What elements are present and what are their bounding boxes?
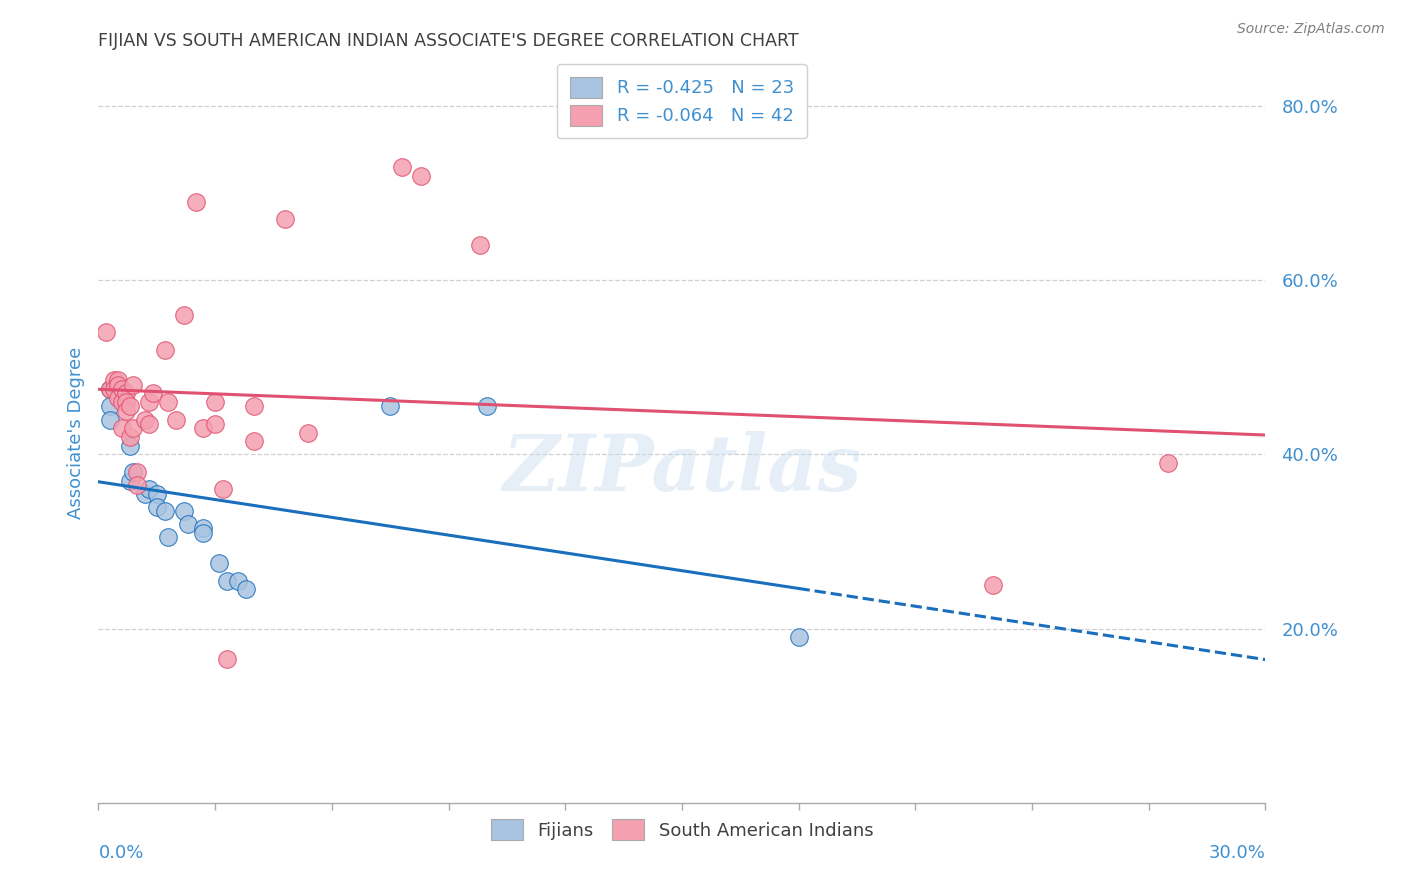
Point <box>107 377 129 392</box>
Point <box>111 395 134 409</box>
Text: 0.0%: 0.0% <box>98 844 143 862</box>
Point <box>173 504 195 518</box>
Point <box>477 400 499 414</box>
Point <box>193 525 215 540</box>
Point <box>114 395 136 409</box>
Point <box>153 343 176 357</box>
Point <box>411 169 433 183</box>
Point <box>107 391 129 405</box>
Point <box>138 417 160 431</box>
Point <box>204 417 226 431</box>
Point <box>193 521 215 535</box>
Point <box>468 238 491 252</box>
Point <box>127 465 149 479</box>
Point <box>96 326 118 340</box>
Point <box>212 482 235 496</box>
Point <box>114 404 136 418</box>
Point <box>153 504 176 518</box>
Point <box>118 400 141 414</box>
Point <box>157 530 180 544</box>
Point <box>98 412 121 426</box>
Point <box>243 400 266 414</box>
Point <box>184 194 207 209</box>
Point <box>165 412 187 426</box>
Y-axis label: Associate's Degree: Associate's Degree <box>66 346 84 519</box>
Point <box>243 434 266 449</box>
Point <box>380 400 402 414</box>
Point <box>114 386 136 401</box>
Point <box>1157 456 1180 470</box>
Point <box>134 412 156 426</box>
Point <box>208 556 231 570</box>
Point <box>274 212 297 227</box>
Text: FIJIAN VS SOUTH AMERICAN INDIAN ASSOCIATE'S DEGREE CORRELATION CHART: FIJIAN VS SOUTH AMERICAN INDIAN ASSOCIAT… <box>98 32 799 50</box>
Point <box>122 421 145 435</box>
Point <box>297 425 319 440</box>
Point <box>177 517 200 532</box>
Point <box>787 630 810 644</box>
Point <box>981 578 1004 592</box>
Text: ZIPatlas: ZIPatlas <box>502 432 862 508</box>
Point <box>122 465 145 479</box>
Point <box>215 652 238 666</box>
Point <box>98 382 121 396</box>
Point <box>138 395 160 409</box>
Point <box>235 582 257 597</box>
Point <box>107 373 129 387</box>
Point <box>391 160 413 174</box>
Point <box>98 400 121 414</box>
Point <box>204 395 226 409</box>
Point <box>111 421 134 435</box>
Text: Source: ZipAtlas.com: Source: ZipAtlas.com <box>1237 22 1385 37</box>
Point <box>118 474 141 488</box>
Point <box>157 395 180 409</box>
Text: 30.0%: 30.0% <box>1209 844 1265 862</box>
Point <box>173 308 195 322</box>
Point <box>98 382 121 396</box>
Point <box>127 478 149 492</box>
Point <box>111 382 134 396</box>
Point <box>228 574 250 588</box>
Point <box>134 486 156 500</box>
Legend: Fijians, South American Indians: Fijians, South American Indians <box>481 811 883 849</box>
Point <box>138 482 160 496</box>
Point <box>103 382 125 396</box>
Point <box>122 377 145 392</box>
Point <box>193 421 215 435</box>
Point <box>146 500 169 514</box>
Point <box>142 386 165 401</box>
Point <box>118 430 141 444</box>
Point <box>103 373 125 387</box>
Point <box>215 574 238 588</box>
Point <box>146 486 169 500</box>
Point <box>118 439 141 453</box>
